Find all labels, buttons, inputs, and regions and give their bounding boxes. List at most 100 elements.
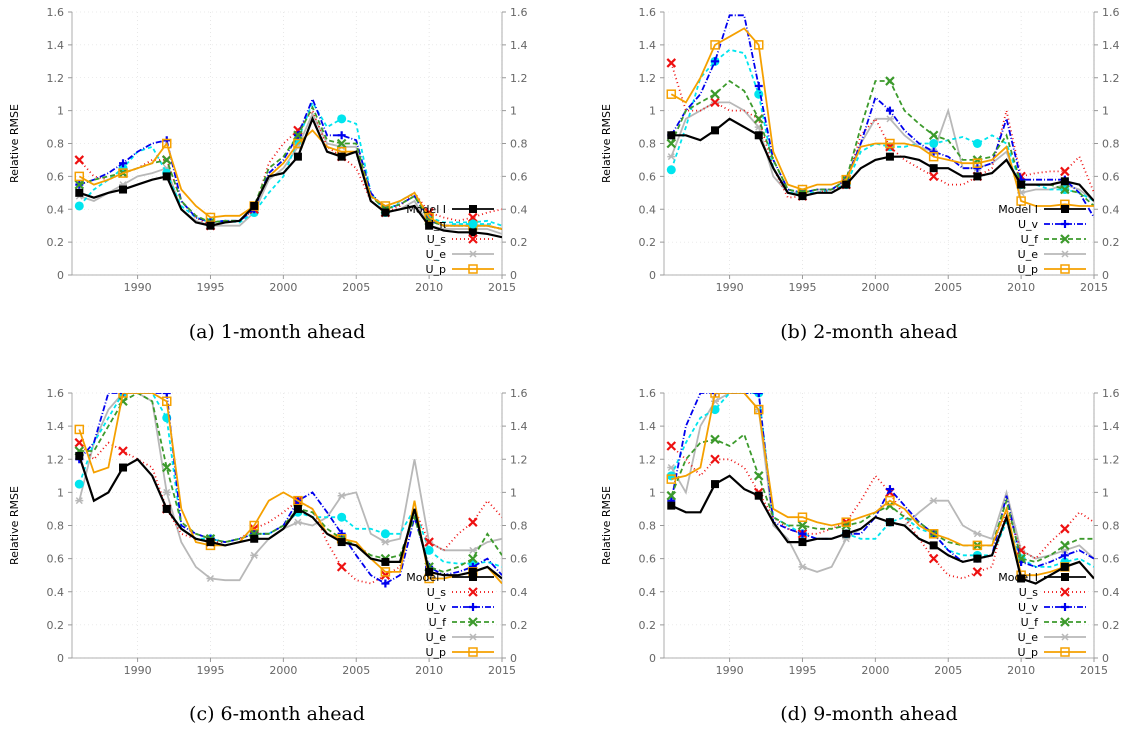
legend-label-u-e: U_e [1018, 248, 1039, 261]
panel-caption: (d) 9-month ahead [780, 703, 957, 725]
y-axis-label: Relative RMSE [8, 486, 21, 565]
point-model-i [206, 221, 215, 230]
point-model-i [468, 228, 477, 237]
legend-label-model-i: Model I [998, 203, 1038, 216]
legend: Model I U_π U_s U_e U_p [406, 203, 494, 276]
legend-label-u-s: U_s [427, 586, 447, 599]
y-tick-label-right: 0.8 [510, 520, 528, 533]
series-line-u-s [78, 108, 502, 227]
y-tick-label: 0.6 [639, 170, 657, 183]
y-tick-label-right: 0.2 [1102, 619, 1120, 632]
point-u-e [667, 153, 676, 161]
x-tick-label: 2015 [488, 664, 516, 677]
point-model-i [885, 152, 894, 161]
point-u-pi [754, 89, 764, 99]
point-u-v [885, 485, 894, 494]
legend-marker-u-e [1061, 250, 1069, 258]
point-u-f [293, 130, 303, 141]
legend-label-u-s: U_s [1019, 586, 1039, 599]
point-u-p [118, 393, 128, 398]
point-u-s [468, 212, 478, 223]
legend-marker-u-s [468, 587, 478, 597]
y-tick-label-right: 1 [510, 486, 517, 499]
point-u-pi [337, 114, 347, 124]
point-model-i [1017, 574, 1026, 583]
series-line-model-i [671, 117, 1094, 202]
legend: Model I U_s U_v U_f U_e U_p [406, 571, 494, 659]
point-u-s [336, 562, 347, 572]
legend: Model I U_s U_v U_f U_e U_p [998, 571, 1086, 659]
point-model-i [250, 201, 259, 210]
y-tick-label: 0.2 [639, 619, 657, 632]
y-tick-label: 0 [57, 269, 64, 282]
point-u-s [666, 58, 677, 68]
y-tick-label: 1.2 [639, 72, 657, 85]
point-u-e [162, 488, 171, 496]
point-u-p [74, 171, 85, 182]
legend-marker-u-s [1060, 587, 1070, 597]
point-u-pi [74, 201, 84, 211]
x-tick-label: 1990 [716, 281, 744, 294]
legend-label-model-i: Model I [406, 571, 446, 584]
point-model-i [206, 538, 215, 547]
y-tick-label-right: 0.6 [510, 553, 528, 566]
panel-caption: (b) 2-month ahead [780, 321, 957, 343]
y-tick-label-right: 0 [1102, 269, 1109, 282]
x-tick-label: 1990 [716, 664, 744, 677]
panel-2-month-ahead: 0 0 0.2 0.2 0.4 0.4 0.6 0.6 0.8 0.8 1 1 1.2 1.2 1.4 1.4… [600, 6, 1120, 343]
point-model-i [381, 208, 390, 217]
legend-label-u-pi: U_π [426, 218, 447, 231]
legend-marker-model-i [469, 205, 477, 213]
point-u-s [118, 446, 128, 456]
y-axis-label: Relative RMSE [600, 104, 613, 183]
y-tick-label: 1.6 [639, 6, 657, 19]
y-tick-label: 0.6 [639, 553, 657, 566]
point-u-s [1060, 166, 1070, 177]
y-tick-label-right: 1.2 [1102, 72, 1120, 85]
x-tick-label: 2010 [1007, 281, 1035, 294]
y-tick-label: 1.4 [47, 420, 65, 433]
legend-marker-u-p [468, 264, 478, 274]
series-line-u-p [671, 393, 1094, 580]
y-tick-label-right: 0.4 [1102, 203, 1120, 216]
legend-marker-u-f [1060, 617, 1070, 627]
point-u-pi [666, 165, 676, 175]
y-tick-label-right: 1.4 [510, 420, 528, 433]
y-axis-label: Relative RMSE [600, 486, 613, 565]
point-u-s [972, 567, 983, 577]
panel-6-month-ahead: 0 0 0.2 0.2 0.4 0.4 0.6 0.6 0.8 0.8 1 1 1.2 1.2 1.4 1.4… [8, 387, 528, 725]
y-tick-label: 1.6 [47, 6, 65, 19]
point-u-pi [972, 139, 982, 148]
point-u-p [885, 495, 895, 506]
point-u-f [161, 462, 172, 473]
y-tick-label-right: 0.4 [510, 586, 528, 599]
point-model-i [885, 518, 894, 527]
legend-label-u-e: U_e [1018, 631, 1039, 644]
point-u-v [798, 529, 807, 538]
y-tick-label: 1.2 [47, 453, 65, 466]
y-tick-label: 0.6 [47, 553, 65, 566]
point-model-i [337, 538, 346, 547]
point-u-v [754, 81, 763, 90]
point-u-p [161, 396, 172, 407]
y-tick-label: 1 [649, 105, 656, 118]
legend-label-u-v: U_v [1018, 601, 1039, 614]
y-tick-label: 0.4 [47, 203, 65, 216]
point-u-f [336, 138, 347, 149]
point-u-p [666, 89, 677, 99]
point-u-e [798, 563, 807, 571]
point-model-i [119, 463, 128, 472]
legend-marker-u-p [1060, 647, 1070, 657]
point-model-i [711, 480, 720, 489]
x-tick-label: 1990 [124, 281, 152, 294]
legend-label-u-f: U_f [1021, 616, 1040, 629]
series-line-u-pi [670, 48, 1094, 202]
y-tick-label-right: 1 [510, 105, 517, 118]
point-model-i [75, 451, 84, 460]
panel-caption: (c) 6-month ahead [189, 703, 365, 725]
point-u-f [710, 89, 720, 99]
point-u-v [162, 393, 171, 397]
point-u-p [424, 212, 434, 223]
point-u-p [380, 567, 391, 577]
point-u-v [885, 106, 894, 115]
